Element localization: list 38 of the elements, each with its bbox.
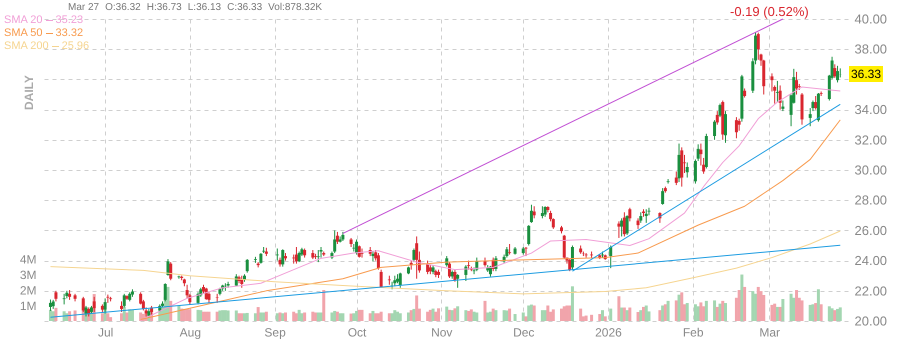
y-tick-label: 26.00 [854,222,888,238]
y2-tick-label: 1M [20,299,36,314]
legend-label: SMA 20 [4,14,43,26]
annotation: 33.32 [56,27,84,39]
x-tick-label: Feb [682,326,704,340]
x-tick-label: Aug [180,326,202,340]
y-tick-label: 20.00 [854,314,888,328]
text: Mar 27 [68,2,100,13]
y2-tick-label: 2M [20,284,36,298]
y-tick-label: 24.00 [854,253,888,268]
x-tick-label: Nov [431,326,452,340]
annotation: 35.23 [56,14,84,26]
y-tick-label: 38.00 [854,42,888,57]
legend-label: SMA 200 [4,40,49,52]
legend-label: SMA 50 [4,27,43,39]
y-tick-label: 40.00 [854,12,888,26]
annotation: 25.96 [62,40,90,52]
y-tick-label: 34.00 [854,102,888,118]
y2-tick-label: 3M [20,268,36,282]
x-tick-label: Sep [264,326,286,340]
text: O:36.32 [105,2,141,13]
text: -0.19 (0.52%) [730,4,809,19]
text: H:36.73 [146,2,182,13]
text: Vol:878.32K [268,2,322,13]
y-tick-label: 28.00 [854,192,888,208]
y-tick-label: 32.00 [854,132,888,148]
text: L:36.13 [188,2,222,13]
x-tick-label: Dec [513,326,534,340]
text: DAILY [22,75,36,110]
x-tick-label: 2026 [595,326,622,340]
x-tick-label: Oct [348,326,368,340]
x-tick-label: Mar [759,326,780,340]
y-tick-label: 22.00 [854,283,888,298]
text: 36.33 [849,66,884,82]
y2-tick-label: 4M [20,252,36,267]
x-tick-label: Jul [98,326,114,340]
y-tick-label: 30.00 [854,162,888,178]
text: C:36.33 [227,2,262,13]
